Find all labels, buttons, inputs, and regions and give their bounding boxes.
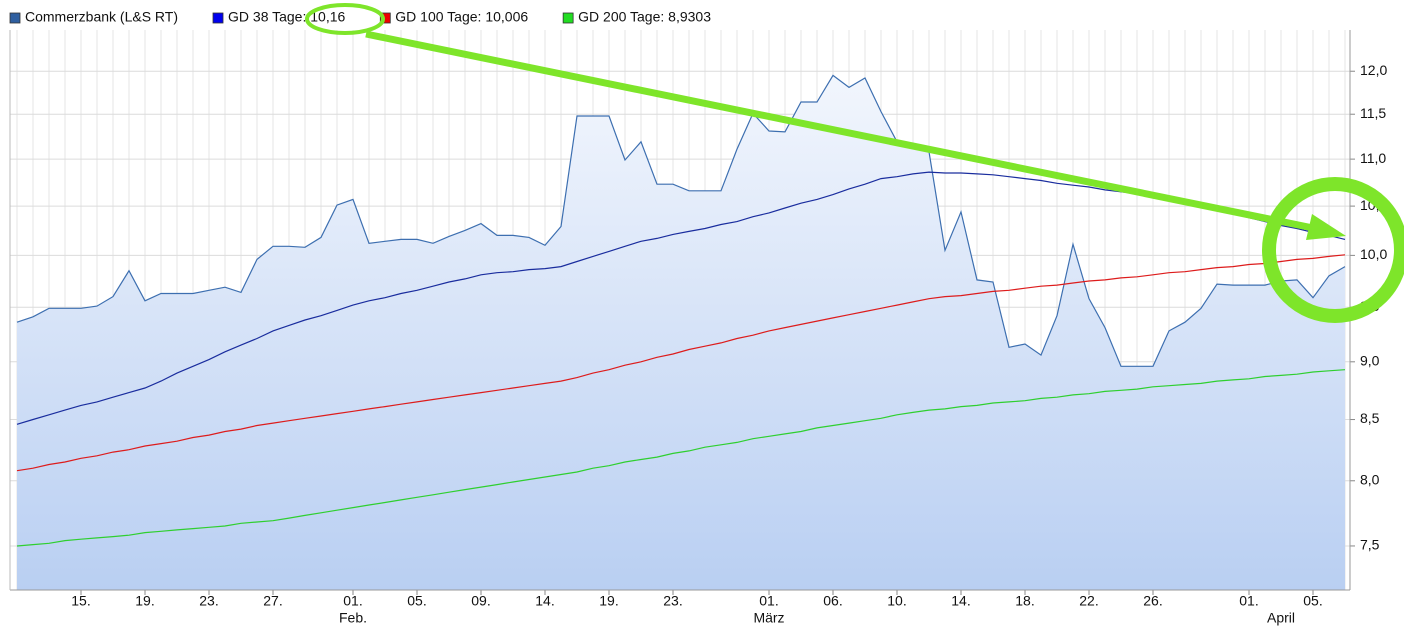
x-month-label: März [753, 610, 784, 626]
series-line [16, 254, 1346, 472]
x-tick-label: 26. [1143, 593, 1162, 609]
series-line [16, 369, 1346, 547]
x-tick-label: 22. [1079, 593, 1098, 609]
highlight-circle [1262, 177, 1404, 323]
x-tick-label: 19. [599, 593, 618, 609]
highlight-ellipse [305, 3, 385, 35]
y-tick-label: 7,5 [1360, 537, 1380, 553]
x-tick-label: 14. [951, 593, 970, 609]
legend-swatch [379, 12, 391, 24]
legend: Commerzbank (L&S RT) GD 38 Tage: 10,16 GD … [9, 9, 711, 25]
x-tick-label: 23. [199, 593, 218, 609]
x-tick-label: 05. [1303, 593, 1322, 609]
x-tick-label: 10. [887, 593, 906, 609]
x-tick-label: 15. [71, 593, 90, 609]
legend-swatch [562, 12, 574, 24]
y-tick-label: 8,0 [1360, 471, 1380, 487]
x-tick-label: 01. [343, 593, 362, 609]
x-tick-label: 14. [535, 593, 554, 609]
x-tick-label: 05. [407, 593, 426, 609]
annotation [305, 3, 1404, 323]
plot-area: 7,58,08,59,09,510,010,511,011,512,015. 19… [9, 30, 1387, 626]
arrow-head [1306, 214, 1346, 240]
legend-label: Commerzbank (L&S RT) [25, 9, 178, 25]
legend-label: GD 100 Tage: 10,006 [395, 9, 528, 25]
y-tick-label: 8,5 [1360, 410, 1380, 426]
x-tick-label: 19. [135, 593, 154, 609]
price-area [17, 75, 1345, 590]
x-tick-label: 18. [1015, 593, 1034, 609]
legend-swatch [212, 12, 224, 24]
legend-label: GD 200 Tage: 8,9303 [578, 9, 711, 25]
x-tick-label: 23. [663, 593, 682, 609]
x-tick-label: 09. [471, 593, 490, 609]
legend-label: GD 38 Tage: 10,16 [228, 9, 345, 25]
y-tick-label: 11,0 [1360, 150, 1386, 166]
x-month-label: April [1267, 610, 1295, 626]
x-month-label: Feb. [339, 610, 367, 626]
y-tick-label: 12,0 [1360, 62, 1387, 78]
x-tick-label: 06. [823, 593, 842, 609]
x-tick-label: 01. [759, 593, 778, 609]
series-line [16, 74, 1346, 367]
y-tick-label: 10,0 [1360, 246, 1387, 262]
x-tick-label: 01. [1239, 593, 1258, 609]
x-tick-label: 27. [263, 593, 282, 609]
y-tick-label: 11,5 [1360, 105, 1386, 121]
y-tick-label: 9,0 [1360, 353, 1380, 369]
trend-arrow [365, 30, 1319, 233]
legend-swatch [9, 12, 21, 24]
